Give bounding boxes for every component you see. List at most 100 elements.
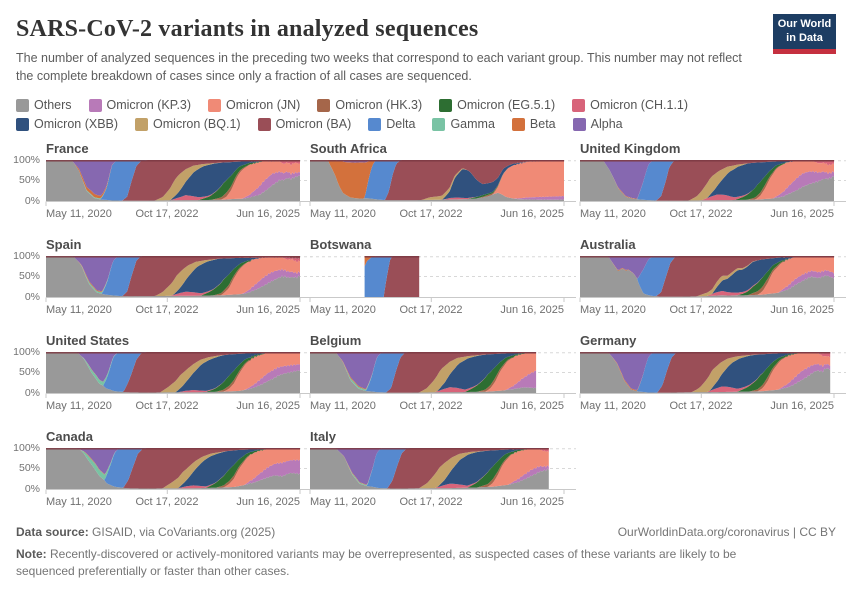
- facet-canada: Canada 100% 50% 0% May 11, 2020 Oct 17, 2022 J…: [13, 429, 312, 510]
- x-axis-label-mid: Oct 17, 2022: [399, 304, 463, 316]
- x-axis-label-start: May 11, 2020: [310, 400, 376, 412]
- x-axis-label-end: Jun 16, 2025: [500, 304, 564, 316]
- stacked-area-chart: [579, 256, 846, 303]
- legend-item-eg51: Omicron (EG.5.1): [439, 98, 555, 112]
- stacked-area-chart: [579, 160, 846, 207]
- legend-label: Omicron (BA): [275, 117, 352, 131]
- legend-swatch-bq1: [135, 117, 149, 131]
- x-axis-label-end: Jun 16, 2025: [500, 496, 564, 508]
- x-axis-label-start: May 11, 2020: [310, 304, 376, 316]
- y-axis-label-100: 100%: [13, 346, 40, 358]
- legend-label: Delta: [386, 117, 416, 131]
- owid-license-link[interactable]: OurWorldinData.org/coronavirus | CC BY: [617, 525, 836, 539]
- legend-swatch-others: [16, 98, 29, 112]
- y-axis-label-0: 0%: [24, 291, 40, 303]
- x-axis-label-end: Jun 16, 2025: [236, 304, 300, 316]
- stacked-area-chart: [45, 256, 312, 303]
- page-subtitle: The number of analyzed sequences in the …: [16, 51, 742, 83]
- legend-swatch-ch11: [572, 98, 586, 112]
- stacked-area-chart: [579, 352, 846, 399]
- legend-swatch-eg51: [439, 98, 453, 112]
- facet-title: Spain: [46, 237, 82, 252]
- x-axis-label-start: May 11, 2020: [580, 400, 646, 412]
- x-axis-labels: May 11, 2020 Oct 17, 2022 Jun 16, 2025: [580, 208, 834, 222]
- x-axis-label-start: May 11, 2020: [46, 496, 112, 508]
- facet-title: Italy: [310, 429, 337, 444]
- facet-title: Canada: [46, 429, 93, 444]
- y-axis-label-100: 100%: [13, 154, 40, 166]
- facet-title: United States: [46, 333, 130, 348]
- legend-label: Omicron (EG.5.1): [457, 98, 556, 112]
- y-axis-label-0: 0%: [24, 195, 40, 207]
- facet-title: South Africa: [310, 141, 387, 156]
- legend-label: Others: [34, 98, 72, 112]
- facet-germany: Germany May 11, 2020 Oct 17, 2022 Jun 16, 2…: [579, 333, 846, 414]
- data-source-text: GISAID, via CoVariants.org (2025): [88, 525, 276, 539]
- x-axis-label-start: May 11, 2020: [580, 304, 646, 316]
- legend-label: Alpha: [590, 117, 623, 131]
- facet-belgium: Belgium May 11, 2020 Oct 17, 2022 Jun 16, 2…: [309, 333, 580, 414]
- y-axis-label-50: 50%: [18, 270, 40, 282]
- legend-row-1: Others Omicron (KP.3) Omicron (JN) Omicr…: [16, 98, 836, 112]
- legend-swatch-xbb: [16, 117, 29, 131]
- stacked-area-chart: [45, 448, 312, 495]
- legend-label: Omicron (XBB): [34, 117, 119, 131]
- y-axis-labels: 100% 50% 0%: [13, 442, 42, 495]
- x-axis-label-mid: Oct 17, 2022: [399, 208, 463, 220]
- x-axis-label-end: Jun 16, 2025: [236, 208, 300, 220]
- legend-label: Omicron (KP.3): [106, 98, 192, 112]
- owid-logo-line1: Our World: [777, 18, 832, 31]
- x-axis-label-mid: Oct 17, 2022: [399, 496, 463, 508]
- x-axis-labels: May 11, 2020 Oct 17, 2022 Jun 16, 2025: [46, 496, 300, 510]
- x-axis-label-start: May 11, 2020: [46, 208, 112, 220]
- legend-swatch-delta: [368, 117, 382, 131]
- footnote: Note: Recently-discovered or actively-mo…: [16, 546, 791, 581]
- facet-italy: Italy May 11, 2020 Oct 17, 2022 Jun 16, 202…: [309, 429, 580, 510]
- facet-title: Botswana: [310, 237, 372, 252]
- legend-item-bq1: Omicron (BQ.1): [135, 117, 241, 131]
- legend-row-2: Omicron (XBB) Omicron (BQ.1) Omicron (BA…: [16, 117, 836, 131]
- legend-swatch-beta: [511, 117, 525, 131]
- x-axis-labels: May 11, 2020 Oct 17, 2022 Jun 16, 2025: [310, 304, 564, 318]
- legend-item-kp3: Omicron (KP.3): [88, 98, 192, 112]
- page-title: SARS-CoV-2 variants in analyzed sequence…: [16, 16, 479, 42]
- x-axis-label-mid: Oct 17, 2022: [135, 304, 199, 316]
- facet-title: United Kingdom: [580, 141, 681, 156]
- x-axis-label-mid: Oct 17, 2022: [669, 304, 733, 316]
- x-axis-label-end: Jun 16, 2025: [770, 304, 834, 316]
- header-text: SARS-CoV-2 variants in analyzed sequence…: [16, 14, 751, 85]
- footnote-text: Recently-discovered or actively-monitore…: [16, 547, 737, 579]
- x-axis-label-end: Jun 16, 2025: [770, 400, 834, 412]
- legend-swatch-gamma: [432, 117, 446, 131]
- facet-title: France: [46, 141, 89, 156]
- legend-swatch-kp3: [88, 98, 102, 112]
- x-axis-labels: May 11, 2020 Oct 17, 2022 Jun 16, 2025: [310, 208, 564, 222]
- legend-label: Omicron (HK.3): [335, 98, 423, 112]
- x-axis-label-mid: Oct 17, 2022: [669, 400, 733, 412]
- x-axis-label-mid: Oct 17, 2022: [135, 496, 199, 508]
- x-axis-label-mid: Oct 17, 2022: [135, 208, 199, 220]
- stacked-area-chart: [309, 160, 576, 207]
- legend-item-hk3: Omicron (HK.3): [317, 98, 422, 112]
- legend-item-alpha: Alpha: [572, 117, 623, 131]
- facet-south-africa: South Africa May 11, 2020 Oct 17, 2022 Jun …: [309, 141, 580, 222]
- y-axis-label-0: 0%: [24, 483, 40, 495]
- x-axis-label-mid: Oct 17, 2022: [399, 400, 463, 412]
- legend-swatch-alpha: [572, 117, 586, 131]
- x-axis-label-start: May 11, 2020: [310, 496, 376, 508]
- x-axis-label-start: May 11, 2020: [46, 304, 112, 316]
- stacked-area-chart: [309, 256, 576, 303]
- legend-swatch-ba: [257, 117, 271, 131]
- x-axis-label-mid: Oct 17, 2022: [669, 208, 733, 220]
- facet-title: Belgium: [310, 333, 362, 348]
- facet-grid: France 100% 50% 0% May 11, 2020 Oct 17, 2022 J…: [13, 141, 846, 510]
- facet-title: Australia: [580, 237, 636, 252]
- x-axis-label-start: May 11, 2020: [310, 208, 376, 220]
- y-axis-label-0: 0%: [24, 387, 40, 399]
- legend-item-delta: Delta: [368, 117, 415, 131]
- legend-label: Omicron (JN): [226, 98, 301, 112]
- legend-swatch-hk3: [317, 98, 331, 112]
- legend-item-others: Others: [16, 98, 72, 112]
- facet-australia: Australia May 11, 2020 Oct 17, 2022 Jun 16,…: [579, 237, 846, 318]
